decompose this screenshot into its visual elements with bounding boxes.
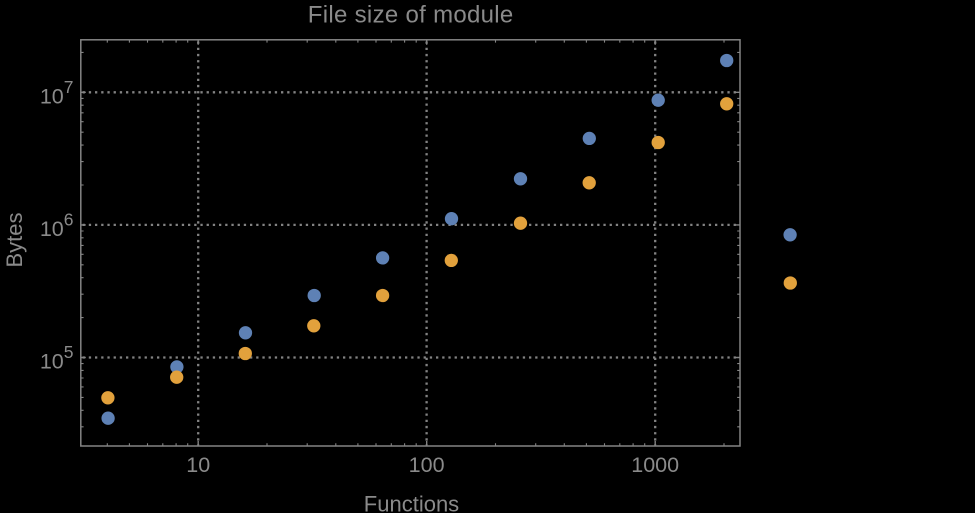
svg-text:1000: 1000 <box>631 453 679 477</box>
svg-text:Bytes: Bytes <box>2 212 27 267</box>
svg-text:100: 100 <box>409 453 445 477</box>
svg-text:File size of module: File size of module <box>308 1 514 28</box>
svg-text:Functions: Functions <box>364 492 459 513</box>
svg-text:10: 10 <box>186 453 210 477</box>
